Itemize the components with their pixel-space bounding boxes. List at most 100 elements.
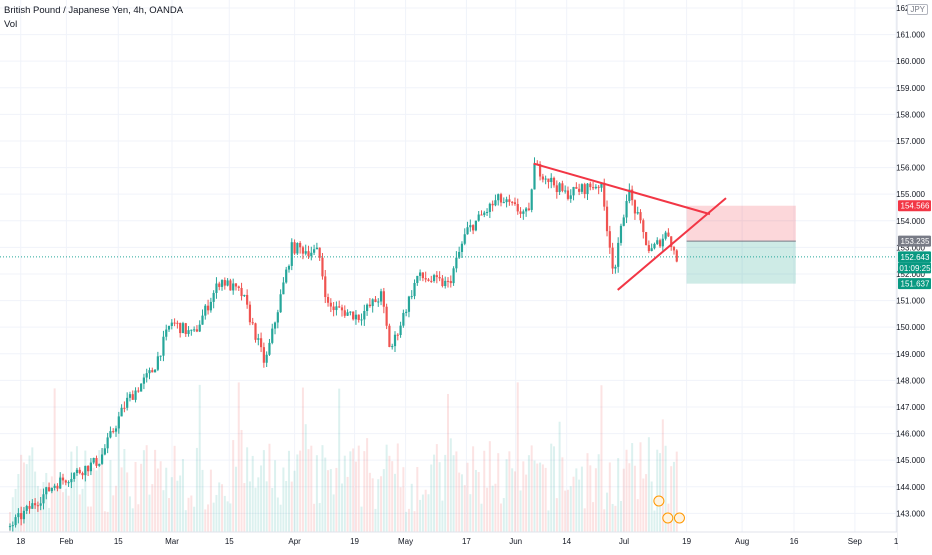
candle-body[interactable] [61, 477, 65, 481]
candle-body[interactable] [444, 280, 447, 287]
candle-body[interactable] [59, 477, 62, 489]
support-trendline[interactable] [617, 197, 727, 291]
candle-body[interactable] [187, 330, 190, 334]
candle-body[interactable] [608, 231, 611, 248]
candle-body[interactable] [329, 302, 332, 307]
candle-body[interactable] [142, 377, 146, 384]
candle-body[interactable] [419, 272, 422, 276]
candle-body[interactable] [393, 334, 397, 347]
candle-body[interactable] [343, 310, 346, 316]
take-profit-zone[interactable] [686, 241, 796, 284]
candle-body[interactable] [410, 296, 413, 298]
candle-body[interactable] [522, 211, 525, 214]
candle-body[interactable] [240, 287, 243, 297]
candle-body[interactable] [312, 249, 316, 253]
candle-body[interactable] [243, 294, 246, 297]
candle-body[interactable] [265, 354, 268, 363]
candle-body[interactable] [204, 305, 207, 316]
candle-body[interactable] [575, 187, 578, 189]
candle-body[interactable] [22, 510, 26, 520]
candle-body[interactable] [234, 283, 238, 287]
candle-body[interactable] [181, 323, 185, 334]
candle-body[interactable] [165, 329, 168, 337]
event-marker-icon[interactable] [662, 512, 674, 524]
candle-body[interactable] [318, 247, 321, 258]
candle-body[interactable] [206, 305, 210, 311]
candle-body[interactable] [159, 355, 162, 357]
candle-body[interactable] [78, 469, 81, 474]
candle-body[interactable] [600, 182, 603, 188]
candle-body[interactable] [237, 286, 240, 288]
candle-body[interactable] [368, 304, 371, 307]
candle-body[interactable] [441, 278, 444, 287]
candle-body[interactable] [282, 282, 285, 295]
candle-body[interactable] [460, 243, 464, 252]
candle-body[interactable] [354, 314, 358, 320]
candle-body[interactable] [527, 208, 531, 210]
candle-body[interactable] [307, 251, 310, 257]
candle-body[interactable] [326, 297, 330, 303]
candle-body[interactable] [446, 280, 450, 282]
candle-body[interactable] [617, 242, 620, 267]
candle-body[interactable] [137, 390, 140, 392]
candle-body[interactable] [167, 325, 171, 330]
candle-body[interactable] [494, 200, 497, 206]
candle-body[interactable] [251, 322, 254, 324]
candle-body[interactable] [513, 202, 517, 204]
candle-body[interactable] [67, 482, 70, 484]
candle-body[interactable] [416, 275, 419, 283]
candle-body[interactable] [658, 240, 662, 247]
candle-body[interactable] [371, 299, 374, 307]
candle-body[interactable] [170, 322, 173, 326]
candle-body[interactable] [346, 312, 349, 316]
candle-body[interactable] [193, 329, 196, 331]
candle-body[interactable] [583, 184, 586, 195]
candle-body[interactable] [28, 506, 31, 509]
candle-body[interactable] [505, 199, 508, 203]
candle-body[interactable] [578, 188, 581, 192]
candle-body[interactable] [259, 338, 263, 348]
candle-body[interactable] [366, 304, 369, 312]
price-axis[interactable] [897, 0, 932, 550]
candle-body[interactable] [508, 199, 511, 202]
candle-body[interactable] [290, 242, 293, 266]
candle-body[interactable] [597, 186, 600, 188]
candle-body[interactable] [483, 212, 486, 215]
candle-body[interactable] [301, 247, 305, 254]
candle-body[interactable] [335, 306, 338, 311]
stop-loss-zone[interactable] [686, 205, 796, 242]
candle-body[interactable] [502, 202, 505, 204]
candle-body[interactable] [650, 248, 653, 252]
candle-body[interactable] [633, 200, 637, 214]
candle-body[interactable] [628, 189, 631, 202]
candle-body[interactable] [544, 178, 547, 180]
candle-body[interactable] [594, 186, 597, 189]
candle-body[interactable] [25, 506, 28, 511]
candle-body[interactable] [572, 187, 575, 196]
candle-body[interactable] [363, 311, 366, 320]
candle-body[interactable] [405, 311, 408, 313]
event-marker-icon[interactable] [653, 495, 665, 507]
candle-body[interactable] [435, 275, 438, 278]
candle-body[interactable] [156, 356, 159, 370]
symbol-title[interactable]: British Pound / Japanese Yen, 4h, OANDA [4, 5, 184, 16]
candle-body[interactable] [232, 283, 235, 291]
candle-body[interactable] [14, 517, 17, 526]
candle-body[interactable] [569, 195, 572, 199]
candle-body[interactable] [469, 225, 472, 228]
candle-body[interactable] [273, 322, 277, 329]
candle-body[interactable] [374, 299, 377, 302]
candle-body[interactable] [474, 220, 478, 231]
candle-body[interactable] [589, 183, 592, 188]
candle-body[interactable] [647, 245, 650, 252]
candle-body[interactable] [555, 185, 558, 193]
candle-body[interactable] [552, 177, 556, 186]
candle-body[interactable] [485, 211, 489, 213]
candle-body[interactable] [153, 369, 157, 373]
candle-body[interactable] [276, 312, 279, 323]
candle-body[interactable] [106, 437, 109, 449]
candle-body[interactable] [653, 243, 656, 249]
candle-body[interactable] [70, 478, 73, 483]
candle-body[interactable] [639, 212, 642, 221]
candle-body[interactable] [432, 275, 436, 281]
